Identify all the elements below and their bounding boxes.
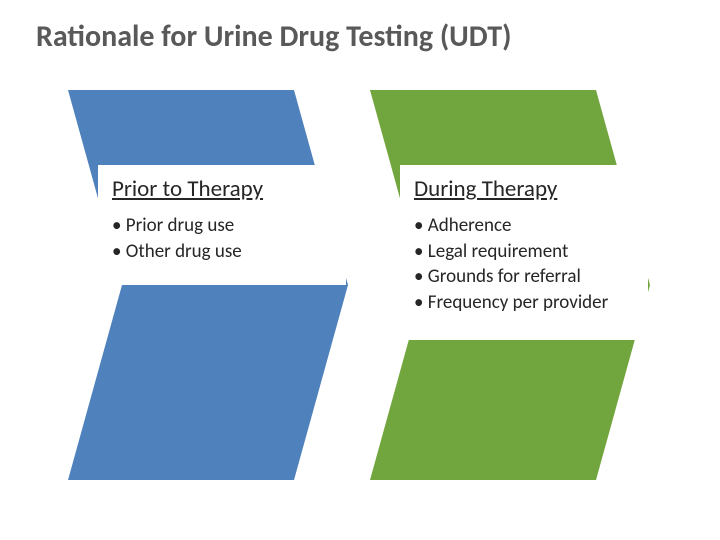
- heading-prior: Prior to Therapy: [112, 175, 332, 203]
- list-item: Prior drug use: [112, 213, 332, 239]
- chevron-shape-prior: [68, 90, 348, 480]
- panel-prior: Prior to Therapy Prior drug use Other dr…: [68, 90, 348, 480]
- list-item: Grounds for referral: [414, 264, 634, 290]
- bullet-list-prior: Prior drug use Other drug use: [112, 213, 332, 264]
- heading-during: During Therapy: [414, 175, 634, 203]
- bullet-list-during: Adherence Legal requirement Grounds for …: [414, 213, 634, 316]
- list-item: Frequency per provider: [414, 290, 634, 316]
- list-item: Other drug use: [112, 239, 332, 265]
- textbox-prior: Prior to Therapy Prior drug use Other dr…: [98, 165, 346, 285]
- list-item: Legal requirement: [414, 239, 634, 265]
- chevron-icon: [68, 90, 348, 480]
- list-item: Adherence: [414, 213, 634, 239]
- slide: Rationale for Urine Drug Testing (UDT) P…: [0, 0, 720, 540]
- panel-during: During Therapy Adherence Legal requireme…: [370, 90, 650, 480]
- page-title: Rationale for Urine Drug Testing (UDT): [36, 20, 511, 55]
- textbox-during: During Therapy Adherence Legal requireme…: [400, 165, 648, 340]
- chevron-polygon-prior: [68, 90, 348, 480]
